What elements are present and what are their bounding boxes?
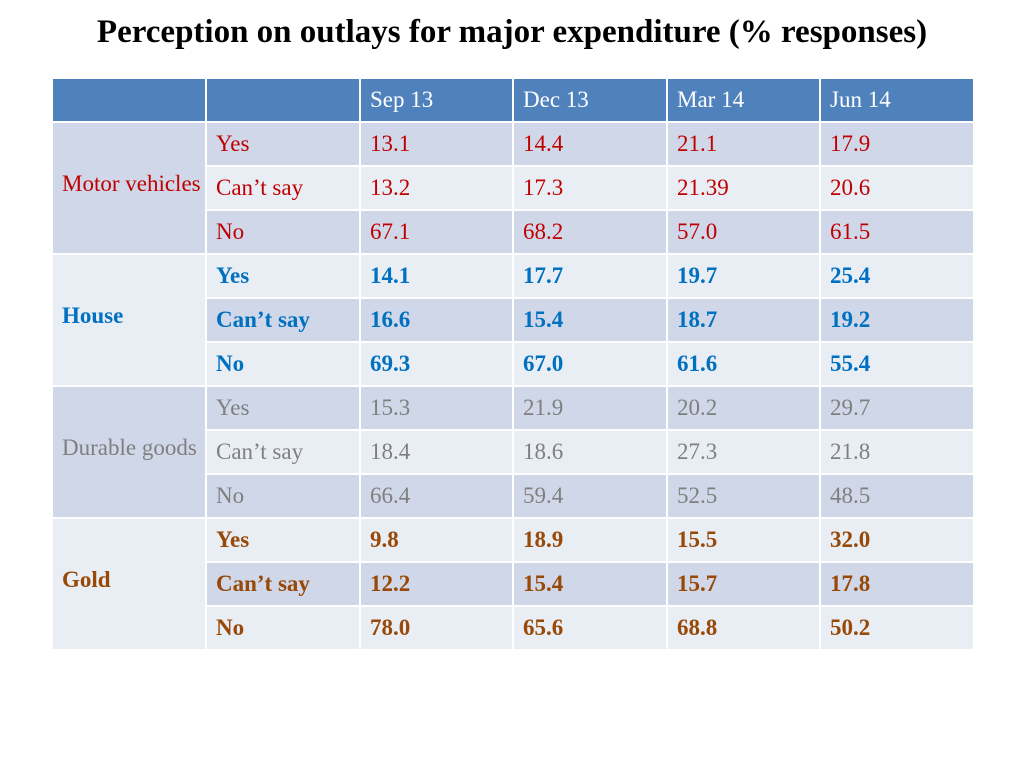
- table-row: House Yes 14.1 17.7 19.7 25.4: [51, 253, 975, 387]
- table-row: Can’t say 18.4 18.6 27.3 21.8: [52, 429, 975, 475]
- category-cell: House: [51, 253, 207, 387]
- table-row: Can’t say 12.2 15.4 15.7 17.8: [52, 561, 975, 607]
- column-header: [51, 77, 207, 123]
- value-cell: 15.4: [512, 297, 668, 343]
- response-label-cell: No: [205, 605, 361, 651]
- value-cell: 18.4: [359, 429, 514, 475]
- table-row: Gold Yes 9.8 18.9 15.5 32.0: [51, 517, 975, 651]
- value-cell: 17.8: [819, 561, 975, 607]
- table-row: Durable goods Yes 15.3 21.9 20.2 29.7: [51, 385, 975, 519]
- value-cell: 69.3: [359, 341, 514, 387]
- value-cell: 66.4: [359, 473, 514, 519]
- table-row: Can’t say 16.6 15.4 18.7 19.2: [52, 297, 975, 343]
- value-cell: 9.8: [359, 517, 514, 563]
- value-cell: 13.1: [359, 121, 514, 167]
- response-label-cell: Yes: [205, 517, 361, 563]
- table-row: Motor vehicles Yes 13.1 14.4 21.1 17.9: [51, 121, 975, 255]
- value-cell: 21.8: [819, 429, 975, 475]
- table-row: No 69.3 67.0 61.6 55.4: [52, 341, 975, 387]
- value-cell: 67.0: [512, 341, 668, 387]
- value-cell: 15.5: [666, 517, 821, 563]
- table-row: No 78.0 65.6 68.8 50.2: [52, 605, 975, 651]
- value-cell: 68.2: [512, 209, 668, 255]
- response-label-cell: Can’t say: [205, 561, 361, 607]
- value-cell: 59.4: [512, 473, 668, 519]
- value-cell: 68.8: [666, 605, 821, 651]
- value-cell: 19.7: [666, 253, 821, 299]
- value-cell: 15.3: [359, 385, 514, 431]
- value-cell: 52.5: [666, 473, 821, 519]
- category-cell: Gold: [51, 517, 207, 651]
- response-label-cell: Can’t say: [205, 429, 361, 475]
- response-label-cell: No: [205, 341, 361, 387]
- value-cell: 48.5: [819, 473, 975, 519]
- value-cell: 16.6: [359, 297, 514, 343]
- table-row: No 67.1 68.2 57.0 61.5: [52, 209, 975, 255]
- response-label-cell: Can’t say: [205, 165, 361, 211]
- column-header: Jun 14: [819, 77, 975, 123]
- page-title: Perception on outlays for major expendit…: [96, 14, 928, 50]
- value-cell: 20.6: [819, 165, 975, 211]
- category-cell: Motor vehicles: [51, 121, 207, 255]
- value-cell: 21.39: [666, 165, 821, 211]
- value-cell: 18.6: [512, 429, 668, 475]
- value-cell: 19.2: [819, 297, 975, 343]
- value-cell: 17.3: [512, 165, 668, 211]
- value-cell: 14.4: [512, 121, 668, 167]
- response-label-cell: Yes: [205, 385, 361, 431]
- value-cell: 17.7: [512, 253, 668, 299]
- value-cell: 17.9: [819, 121, 975, 167]
- value-cell: 61.6: [666, 341, 821, 387]
- column-header: [205, 77, 361, 123]
- column-header: Mar 14: [666, 77, 821, 123]
- value-cell: 21.1: [666, 121, 821, 167]
- value-cell: 32.0: [819, 517, 975, 563]
- value-cell: 25.4: [819, 253, 975, 299]
- value-cell: 18.7: [666, 297, 821, 343]
- value-cell: 15.4: [512, 561, 668, 607]
- value-cell: 55.4: [819, 341, 975, 387]
- response-label-cell: Yes: [205, 121, 361, 167]
- value-cell: 61.5: [819, 209, 975, 255]
- response-label-cell: Yes: [205, 253, 361, 299]
- response-label-cell: No: [205, 473, 361, 519]
- value-cell: 12.2: [359, 561, 514, 607]
- header-row: Sep 13 Dec 13 Mar 14 Jun 14: [51, 77, 975, 123]
- value-cell: 27.3: [666, 429, 821, 475]
- data-table: Sep 13 Dec 13 Mar 14 Jun 14 Motor vehicles Y…: [51, 77, 975, 651]
- column-header: Dec 13: [512, 77, 668, 123]
- value-cell: 14.1: [359, 253, 514, 299]
- table-row: No 66.4 59.4 52.5 48.5: [52, 473, 975, 519]
- value-cell: 13.2: [359, 165, 514, 211]
- table-row: Can’t say 13.2 17.3 21.39 20.6: [52, 165, 975, 211]
- value-cell: 15.7: [666, 561, 821, 607]
- column-header: Sep 13: [359, 77, 514, 123]
- value-cell: 67.1: [359, 209, 514, 255]
- value-cell: 21.9: [512, 385, 668, 431]
- response-label-cell: No: [205, 209, 361, 255]
- value-cell: 29.7: [819, 385, 975, 431]
- value-cell: 65.6: [512, 605, 668, 651]
- value-cell: 78.0: [359, 605, 514, 651]
- response-label-cell: Can’t say: [205, 297, 361, 343]
- category-cell: Durable goods: [51, 385, 207, 519]
- value-cell: 20.2: [666, 385, 821, 431]
- value-cell: 57.0: [666, 209, 821, 255]
- value-cell: 18.9: [512, 517, 668, 563]
- value-cell: 50.2: [819, 605, 975, 651]
